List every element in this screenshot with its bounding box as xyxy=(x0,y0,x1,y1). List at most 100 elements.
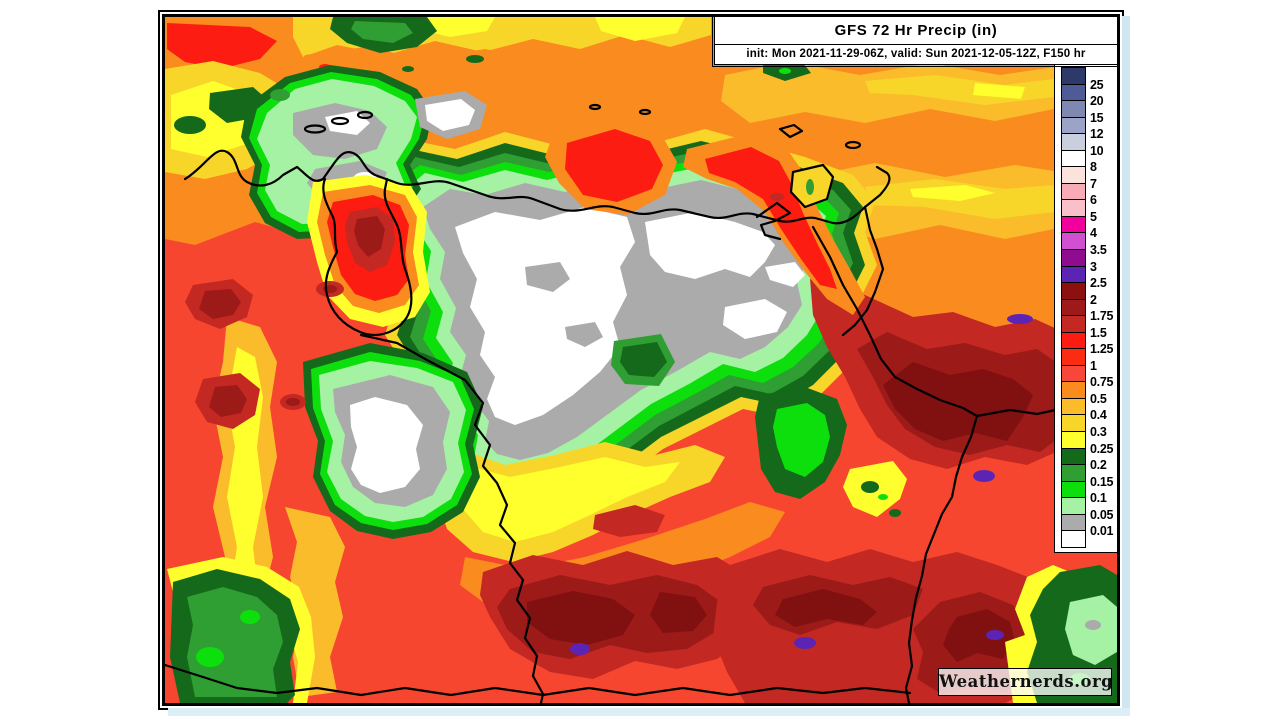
legend-row: 7 xyxy=(1061,166,1113,191)
legend-row: 10 xyxy=(1061,133,1113,158)
legend-threshold-label: 8 xyxy=(1090,160,1097,175)
legend-threshold-label: 0.2 xyxy=(1090,458,1107,473)
legend-row: 0.01 xyxy=(1061,513,1113,538)
legend-color-swatch xyxy=(1061,298,1086,317)
legend-color-swatch xyxy=(1061,133,1086,151)
island-outline xyxy=(356,110,374,120)
legend-row: 15 xyxy=(1061,100,1113,125)
legend-threshold-label: 25 xyxy=(1090,77,1104,92)
legend-threshold-label: 7 xyxy=(1090,176,1097,191)
legend-color-swatch xyxy=(1061,397,1086,416)
map-subtitle: init: Mon 2021-11-29-06Z, valid: Sun 202… xyxy=(746,48,1086,60)
legend-color-swatch xyxy=(1061,480,1086,499)
tobago-island-outline xyxy=(844,140,862,150)
legend-row: 8 xyxy=(1061,149,1113,174)
island-outline xyxy=(330,116,350,126)
legend-row: 1.25 xyxy=(1061,331,1113,356)
legend-threshold-label: 2 xyxy=(1090,292,1097,307)
legend-threshold-label: 3.5 xyxy=(1090,242,1107,257)
watermark: Weathernerds.org xyxy=(938,668,1113,696)
legend-threshold-label: 0.1 xyxy=(1090,491,1107,506)
legend-threshold-label: 5 xyxy=(1090,209,1097,224)
legend-threshold-label: 0.01 xyxy=(1090,524,1114,539)
page-edge-accent-bottom xyxy=(168,708,1130,716)
legend-color-swatch xyxy=(1061,414,1086,433)
map-title-box: GFS 72 Hr Precip (in) init: Mon 2021-11-… xyxy=(712,14,1120,67)
legend-row: 0.4 xyxy=(1061,397,1113,422)
legend-color-swatch xyxy=(1061,348,1086,366)
coastline-and-borders xyxy=(165,103,1117,703)
venezuela-coastline xyxy=(183,149,891,225)
legend-threshold-label: 1.5 xyxy=(1090,325,1107,340)
legend-color-swatch xyxy=(1061,116,1086,135)
legend-threshold-label: 0.3 xyxy=(1090,424,1107,439)
legend-threshold-label: 6 xyxy=(1090,193,1097,208)
legend-threshold-label: 4 xyxy=(1090,226,1097,241)
island-outline xyxy=(588,103,602,111)
colombia-venezuela-border xyxy=(359,333,545,703)
legend-color-swatch xyxy=(1061,149,1086,168)
legend-threshold-label: 1.75 xyxy=(1090,309,1114,324)
legend-threshold-label: 12 xyxy=(1090,127,1104,142)
legend-color-swatch xyxy=(1061,431,1086,449)
legend-row: 0.75 xyxy=(1061,364,1113,389)
legend-threshold-label: 10 xyxy=(1090,143,1104,158)
legend-color-swatch xyxy=(1061,315,1086,333)
page-edge-accent-right xyxy=(1122,16,1130,716)
legend-threshold-label: 2.5 xyxy=(1090,276,1107,291)
margarita-island-outline xyxy=(778,123,804,139)
legend-color-swatch xyxy=(1061,513,1086,532)
island-outline xyxy=(303,124,327,134)
lake-maracaibo-outline xyxy=(322,177,413,336)
contour-layer-dry-zone xyxy=(360,129,877,542)
legend-color-swatch xyxy=(1061,265,1086,284)
legend-color-swatch xyxy=(1061,282,1086,300)
legend-threshold-label: 0.4 xyxy=(1090,408,1107,423)
legend-threshold-label: 0.5 xyxy=(1090,391,1107,406)
legend-color-swatch xyxy=(1061,215,1086,234)
legend-color-swatch xyxy=(1061,530,1086,548)
contour-layer-heavy-rain xyxy=(480,279,1085,703)
legend-row: 4 xyxy=(1061,215,1113,240)
legend-row: 3.5 xyxy=(1061,232,1113,257)
legend-row: 6 xyxy=(1061,182,1113,207)
legend-row: 20 xyxy=(1061,83,1113,108)
legend-threshold-label: 0.05 xyxy=(1090,507,1114,522)
precip-map-frame: GFS 72 Hr Precip (in) init: Mon 2021-11-… xyxy=(158,10,1124,710)
legend-row: 0.15 xyxy=(1061,464,1113,489)
legend-threshold-label: 0.75 xyxy=(1090,375,1114,390)
southern-border xyxy=(165,663,912,697)
legend-row: 0.5 xyxy=(1061,381,1113,406)
legend-threshold-label: 1 xyxy=(1090,358,1097,373)
map-title: GFS 72 Hr Precip (in) xyxy=(715,17,1117,45)
legend-row: 5 xyxy=(1061,199,1113,224)
legend-color-swatch xyxy=(1061,249,1086,267)
legend-color-swatch xyxy=(1061,464,1086,482)
guyana-border xyxy=(811,225,979,703)
legend-threshold-label: 3 xyxy=(1090,259,1097,274)
legend-row: 0.3 xyxy=(1061,414,1113,439)
legend-color-swatch xyxy=(1061,182,1086,201)
legend-color-swatch xyxy=(1061,83,1086,102)
precip-legend: 25 20 15 12 10 8 7 6 5 4 3.5 3 2.5 2 1.75 1.5 1.25 1 0.75 0… xyxy=(1054,61,1118,553)
gulf-of-paria-coast xyxy=(755,201,792,241)
legend-color-swatch xyxy=(1061,199,1086,217)
legend-color-swatch xyxy=(1061,100,1086,118)
island-outline xyxy=(638,108,652,116)
legend-bins: 25 20 15 12 10 8 7 6 5 4 3.5 3 2.5 2 1.75 1.5 1.25 1 0.75 0… xyxy=(1061,67,1114,548)
legend-threshold-label: 0.15 xyxy=(1090,474,1114,489)
legend-row: 25 xyxy=(1061,67,1113,92)
legend-color-swatch xyxy=(1061,166,1086,184)
legend-row: 2.5 xyxy=(1061,265,1113,290)
legend-threshold-label: 0.25 xyxy=(1090,441,1114,456)
legend-row xyxy=(1061,530,1113,548)
legend-color-swatch xyxy=(1061,447,1086,466)
legend-row: 1.75 xyxy=(1061,298,1113,323)
trinidad-island-outline xyxy=(789,163,835,209)
legend-color-swatch xyxy=(1061,381,1086,399)
precip-map-canvas xyxy=(165,17,1117,703)
legend-color-swatch xyxy=(1061,67,1086,85)
legend-color-swatch xyxy=(1061,497,1086,515)
legend-color-swatch xyxy=(1061,232,1086,251)
legend-color-swatch xyxy=(1061,331,1086,350)
